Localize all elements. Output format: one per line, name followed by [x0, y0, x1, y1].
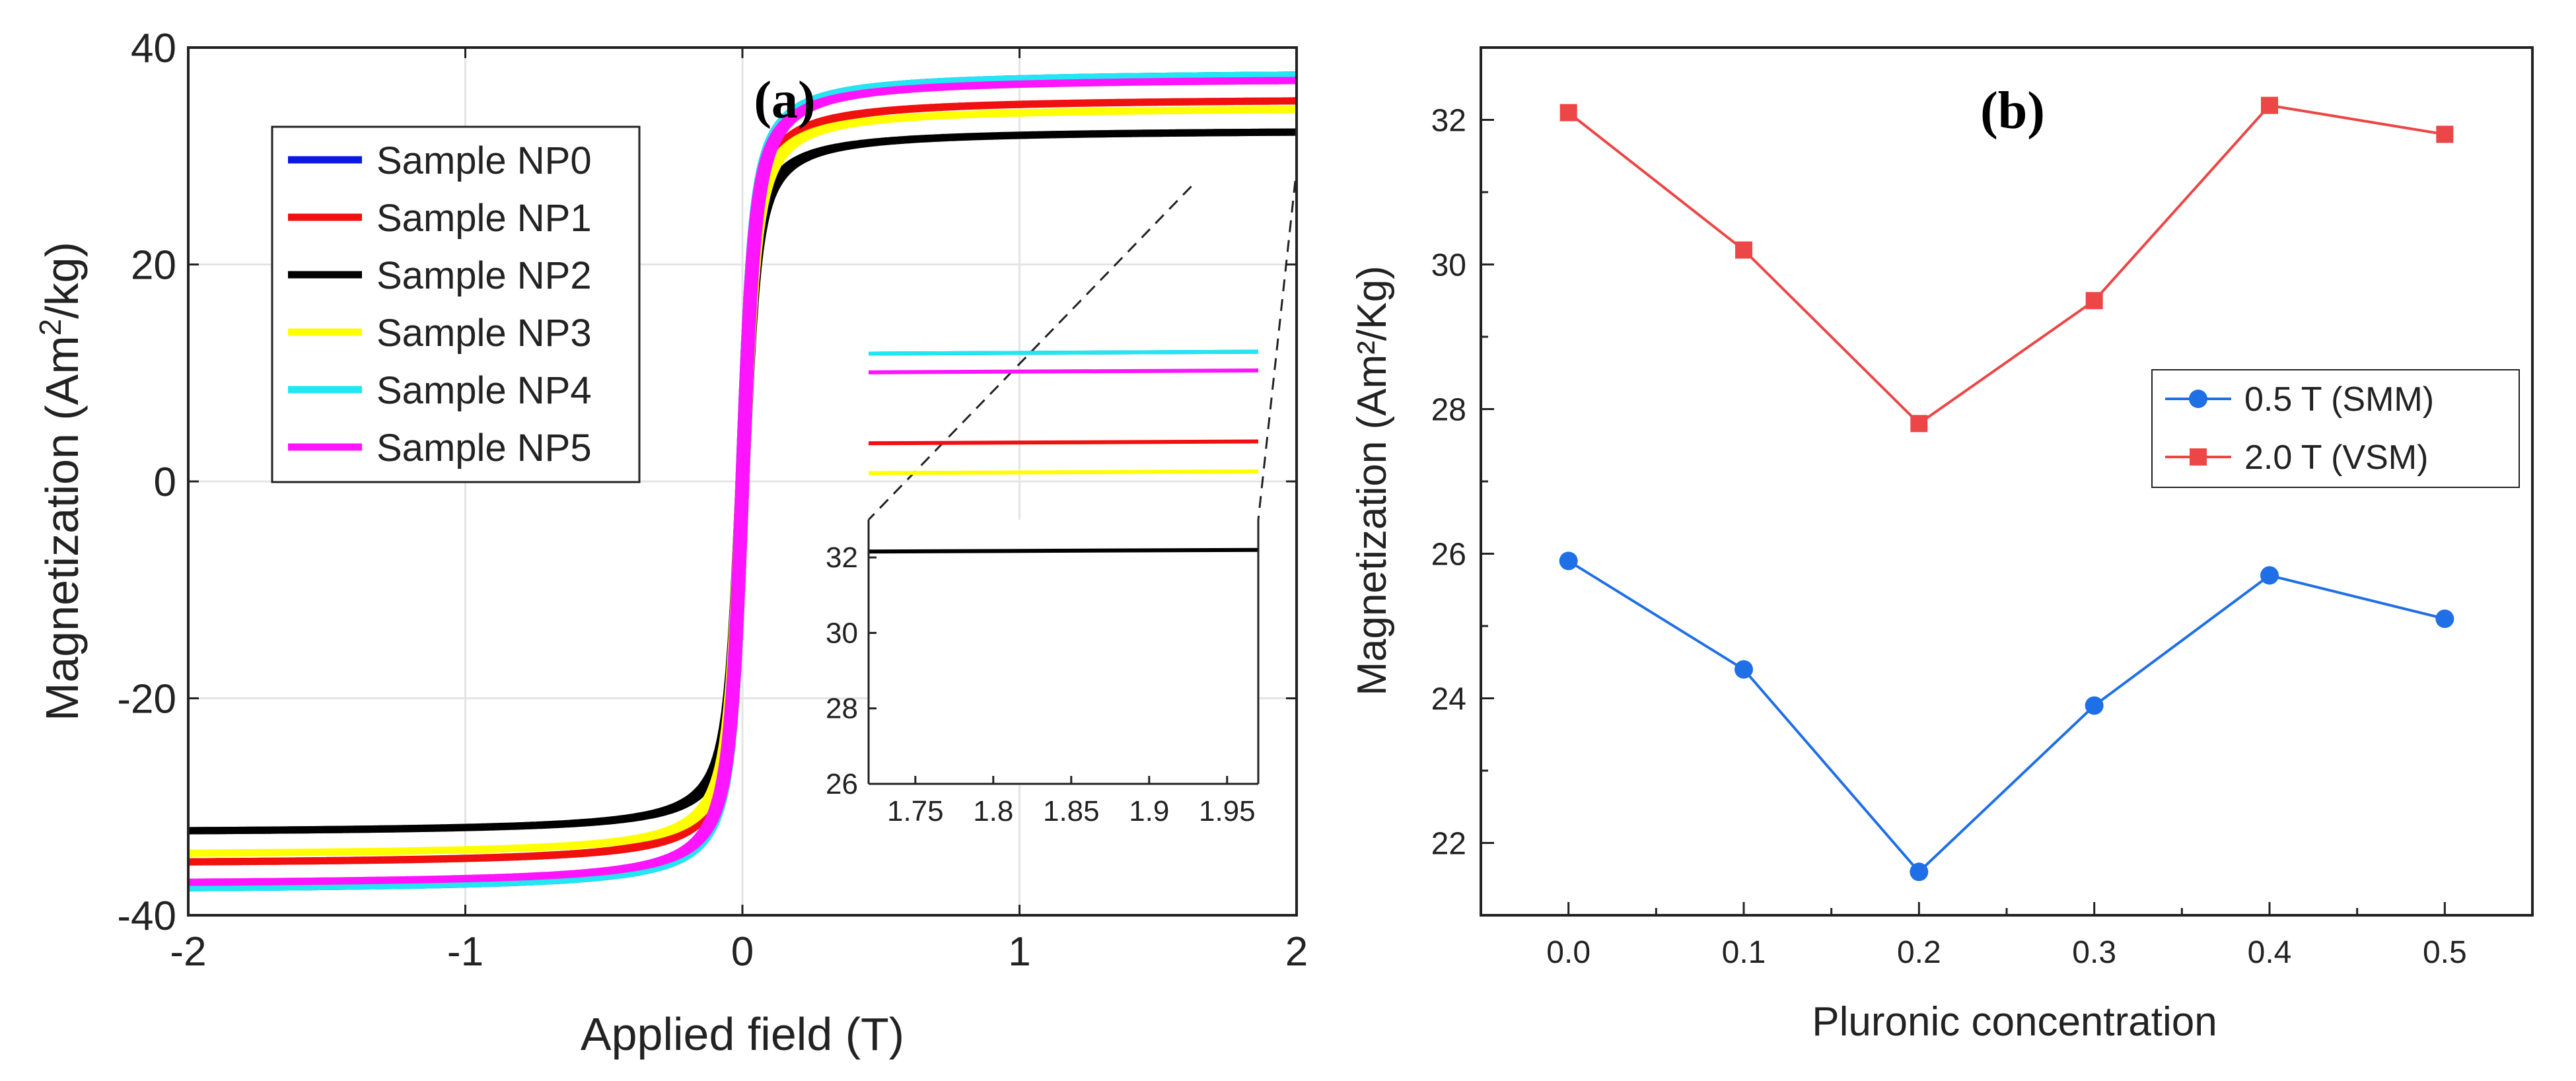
- panel-a-tick-labels: -2 -1 0 1 2 -40 -20 0 20 40: [117, 26, 1308, 975]
- panel-b-point-circle: [2260, 566, 2279, 585]
- panel-b-point-square: [2436, 125, 2454, 143]
- panel-b-line-circle: [1567, 559, 2445, 874]
- panel-b-legend-label: 0.5 T (SMM): [2244, 380, 2434, 419]
- panel-b-point-square: [2261, 96, 2278, 114]
- panel-b-point-circle: [1559, 551, 1578, 571]
- panel-b-legend-label: 2.0 T (VSM): [2244, 438, 2428, 477]
- panel-a-label: (a): [754, 71, 815, 129]
- panel-a-legend: Sample NP0 Sample NP1 Sample NP2 Sample NP3…: [271, 125, 641, 483]
- panel-b-ytick-label: 22: [1431, 827, 1466, 862]
- panel-b-xlabel: Pluronic concentration: [1812, 999, 2217, 1045]
- panel-a-inset-area: [869, 520, 1258, 784]
- panel-b-ytick-label: 30: [1431, 248, 1466, 283]
- panel-b-point-circle: [1735, 660, 1753, 679]
- panel-a-legend-label: Sample NP2: [376, 254, 592, 297]
- panel-b-legend: 0.5 T (SMM) 2.0 T (VSM): [2151, 369, 2520, 488]
- panel-b-line-square: [1567, 104, 2445, 425]
- panel-a-legend-label: Sample NP4: [376, 369, 592, 412]
- panel-a-inset-curves: [868, 349, 1259, 554]
- panel-b-ylabel: Magnetization (Am²/Kg): [1349, 265, 1395, 695]
- panel-b-ytick-label: 28: [1431, 393, 1466, 428]
- panel-a-inset-ytick-label: 32: [826, 541, 858, 574]
- panel-b-series: [1559, 96, 2454, 882]
- panel-b-point-square: [2085, 292, 2103, 310]
- panel-b-point-square: [1910, 415, 1928, 433]
- panel-a-inset-xtick-label: 1.9: [1129, 795, 1169, 827]
- panel-b-point-square: [1735, 241, 1752, 259]
- panel-a-ylabel-sup: 2: [33, 319, 67, 336]
- panel-a-legend-label: Sample NP0: [376, 139, 592, 182]
- panel-a-legend-box: [271, 125, 641, 483]
- panel-b-ticks: 0.0 0.1 0.2 0.3 0.4 0.5 22 24 26 28 30 32: [1431, 46, 2534, 970]
- panel-a-ylabel-main: Magnetization (Am: [36, 335, 88, 721]
- panel-a-inset-line-sample-np4: [868, 349, 1259, 356]
- panel-a-inset-xtick-label: 1.75: [887, 795, 944, 827]
- panel-b-ytick-label: 24: [1431, 682, 1466, 717]
- panel-b-legend-marker-circle: [2189, 390, 2207, 408]
- panel-a-curve-sample-np5-return: [186, 77, 1299, 886]
- panel-a-xtick-label: -2: [170, 929, 206, 975]
- panel-b-xtick-label: 0.0: [1546, 935, 1591, 970]
- panel-a-inset-ytick-label: 26: [826, 768, 858, 800]
- panel-a-inset-xtick-label: 1.8: [973, 795, 1013, 827]
- panel-a-ytick-label: 40: [131, 26, 176, 71]
- panel-b-point-square: [1559, 104, 1577, 122]
- panel-a-ytick-label: -40: [117, 893, 176, 939]
- panel-a-ytick-label: -20: [117, 677, 176, 722]
- panel-a-inset-ytick-label: 30: [826, 617, 858, 649]
- panel-b-point-circle: [1910, 862, 1929, 882]
- panel-a-xtick-label: 0: [731, 929, 754, 975]
- panel-a-inset-line-sample-np3: [868, 469, 1259, 475]
- panel-a-ylabel: Magnetization (Am2/kg): [33, 242, 88, 721]
- panel-a-xtick-label: -1: [447, 929, 483, 975]
- panel-a-ytick-label: 20: [131, 243, 176, 289]
- panel-a-inset-line-sample-np2: [868, 547, 1259, 554]
- panel-b-xtick-label: 0.5: [2423, 935, 2467, 970]
- panel-b-xtick-label: 0.3: [2072, 935, 2116, 970]
- panel-b-point-circle: [2085, 696, 2104, 715]
- panel-b-xtick-label: 0.2: [1897, 935, 1941, 970]
- panel-a-ylabel-tail: /kg): [36, 242, 88, 319]
- panel-b-ytick-label: 32: [1431, 104, 1466, 139]
- panel-a-xtick-label: 1: [1008, 929, 1030, 975]
- panel-a-inset-line-sample-np5: [868, 368, 1259, 374]
- panel-b-point-circle: [2435, 610, 2454, 629]
- panel-a-inset-xtick-label: 1.95: [1199, 795, 1256, 827]
- panel-a-inset-xtick-label: 1.85: [1043, 795, 1100, 827]
- panel-a-legend-label: Sample NP3: [376, 312, 592, 355]
- panel-a-inset-axes: 1.75 1.8 1.85 1.9 1.95 26 28 30 32: [826, 520, 1260, 827]
- panel-b-label: (b): [1980, 82, 2045, 140]
- panel-a-xtick-label: 2: [1285, 929, 1308, 975]
- panel-b-xtick-label: 0.4: [2248, 935, 2292, 970]
- panel-b-legend-marker-square: [2190, 448, 2207, 466]
- panel-b-ytick-label: 26: [1431, 538, 1466, 573]
- panel-a-xlabel: Applied field (T): [581, 1008, 904, 1060]
- panel-a-zoom-line-left: [867, 186, 1192, 521]
- panel-a-zoom-connectors: [867, 180, 1297, 521]
- panel-a-ytick-label: 0: [154, 460, 176, 505]
- panel-b-xtick-label: 0.1: [1722, 935, 1766, 970]
- panel-b-legend-box: [2151, 369, 2520, 488]
- panel-a-inset: 1.75 1.8 1.85 1.9 1.95 26 28 30 32: [826, 349, 1260, 827]
- panel-b-magnetization-vs-pluronic: 0.0 0.1 0.2 0.3 0.4 0.5 22 24 26 28 30 32 (b) Pluro…: [1349, 46, 2534, 1045]
- panel-a-magnetization-curves: -2 -1 0 1 2 -40 -20 0 20 40 (a) Applied field (T)…: [33, 26, 1308, 1060]
- panel-a-legend-label: Sample NP1: [376, 197, 592, 240]
- panel-a-legend-label: Sample NP5: [376, 427, 592, 470]
- panel-a-zoom-line-right: [1257, 180, 1297, 520]
- panel-a-curves: [186, 71, 1299, 891]
- panel-a-inset-line-sample-np1: [868, 439, 1259, 446]
- panel-a-inset-ytick-label: 28: [826, 693, 858, 725]
